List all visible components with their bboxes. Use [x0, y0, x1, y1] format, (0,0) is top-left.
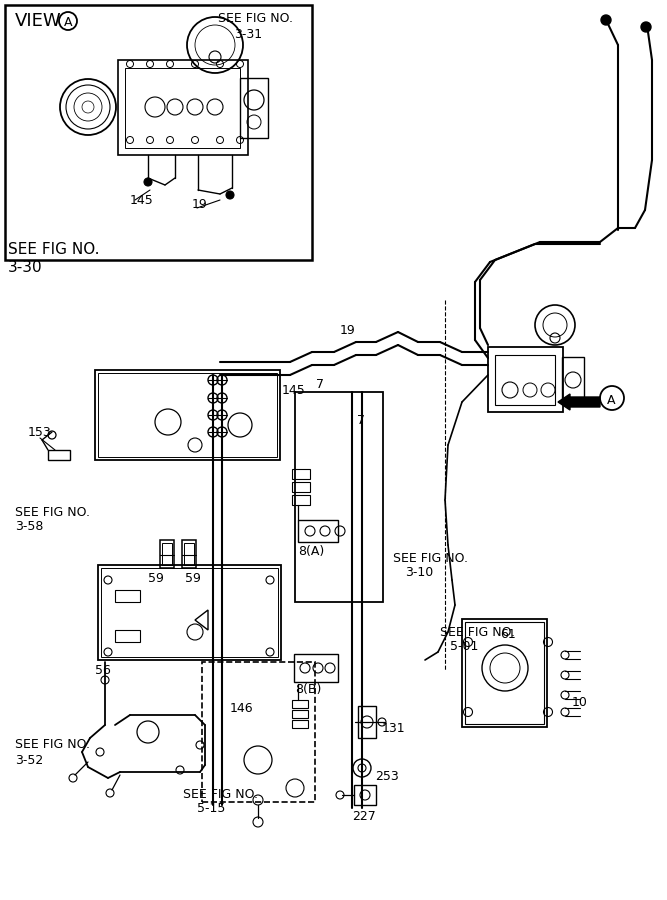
Text: 146: 146 [230, 701, 253, 715]
Bar [292, 495, 310, 505]
Bar [292, 720, 308, 728]
Text: 131: 131 [382, 722, 406, 734]
Bar [48, 450, 70, 460]
Bar [358, 706, 376, 738]
Bar [115, 630, 140, 642]
Text: 145: 145 [130, 194, 154, 206]
Bar [488, 347, 563, 412]
Text: 61: 61 [500, 628, 516, 642]
Bar [160, 540, 174, 568]
Text: 5-15: 5-15 [197, 803, 225, 815]
Bar [162, 543, 172, 565]
Text: 253: 253 [375, 770, 399, 782]
Text: SEE FIG NO.: SEE FIG NO. [440, 626, 515, 638]
Text: SEE FIG NO.: SEE FIG NO. [218, 12, 293, 24]
Bar [202, 662, 315, 802]
Text: 3-10: 3-10 [405, 566, 434, 580]
Text: 19: 19 [192, 197, 207, 211]
Bar [292, 700, 308, 708]
Circle shape [226, 191, 234, 199]
Bar [562, 357, 584, 402]
Text: A: A [607, 393, 616, 407]
Text: 10: 10 [572, 696, 588, 708]
Text: 3-30: 3-30 [8, 259, 43, 274]
Bar [294, 654, 338, 682]
Text: A: A [64, 16, 73, 30]
Bar [182, 540, 196, 568]
Bar [98, 565, 281, 660]
Text: VIEW: VIEW [15, 12, 61, 30]
Bar [298, 520, 338, 542]
Bar [184, 543, 194, 565]
Text: 56: 56 [95, 663, 111, 677]
Bar [292, 482, 310, 492]
Text: 8(B): 8(B) [295, 683, 321, 697]
Bar [98, 373, 277, 457]
Text: SEE FIG NO.: SEE FIG NO. [15, 506, 90, 518]
Bar [292, 710, 308, 718]
Text: 153: 153 [28, 426, 52, 438]
Bar [115, 590, 140, 602]
Bar [118, 60, 248, 155]
Bar [465, 622, 544, 724]
Text: 3-52: 3-52 [15, 753, 43, 767]
Bar [5, 5, 312, 260]
Text: SEE FIG NO.: SEE FIG NO. [8, 242, 99, 257]
Text: 5-01: 5-01 [450, 641, 478, 653]
Bar [354, 785, 376, 805]
Text: 59: 59 [185, 572, 201, 584]
Text: 8(A): 8(A) [298, 545, 324, 559]
Text: 59: 59 [148, 572, 164, 584]
Text: 19: 19 [340, 323, 356, 337]
Text: 145: 145 [282, 383, 305, 397]
FancyArrow shape [558, 394, 600, 410]
Circle shape [641, 22, 651, 32]
Bar [462, 619, 547, 727]
Bar [295, 392, 383, 602]
Text: 7: 7 [316, 379, 324, 392]
Text: 3-31: 3-31 [234, 28, 262, 40]
Text: 3-58: 3-58 [15, 520, 43, 534]
Bar [95, 370, 280, 460]
Circle shape [144, 178, 152, 186]
Bar [125, 68, 240, 148]
Text: 227: 227 [352, 809, 376, 823]
Circle shape [601, 15, 611, 25]
Bar [101, 568, 278, 657]
Text: SEE FIG NO.: SEE FIG NO. [15, 739, 90, 752]
Text: SEE FIG NO.: SEE FIG NO. [183, 788, 258, 800]
Text: 7: 7 [357, 413, 365, 427]
Text: SEE FIG NO.: SEE FIG NO. [393, 552, 468, 564]
Bar [240, 78, 268, 138]
Bar [495, 355, 555, 405]
Bar [292, 469, 310, 479]
